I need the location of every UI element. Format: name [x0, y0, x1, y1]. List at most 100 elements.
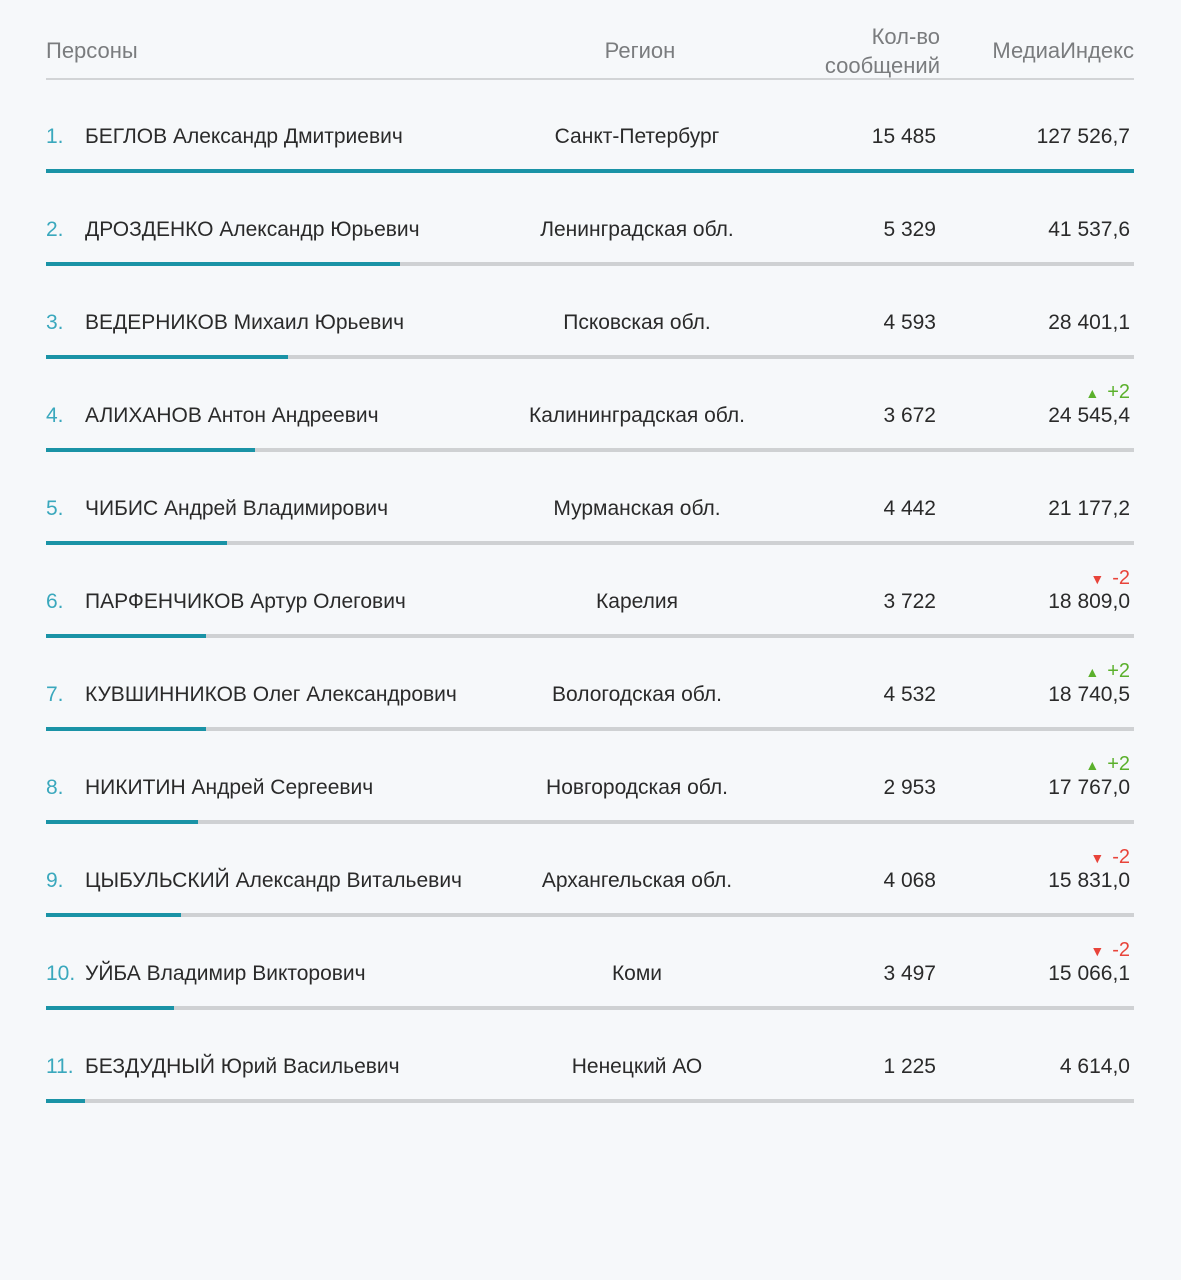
media-index-value: 15 831,0: [1048, 869, 1130, 892]
media-index-bar-fill: [46, 448, 256, 452]
table-row[interactable]: 10. УЙБА Владимир Викторович Коми 3 497 …: [46, 917, 1134, 1010]
rank-number: 9.: [46, 869, 64, 892]
region: Коми: [611, 962, 663, 985]
rank-number: 7.: [46, 683, 64, 706]
media-index-value: 4 614,0: [1059, 1055, 1130, 1078]
table-body: 1. БЕГЛОВ Александр Дмитриевич Санкт-Пет…: [46, 80, 1134, 1103]
person-name[interactable]: НИКИТИН Андрей Сергеевич: [85, 776, 374, 799]
rank-number: 2.: [46, 218, 64, 241]
person-name[interactable]: ЧИБИС Андрей Владимирович: [85, 497, 389, 520]
media-index: 28 401,1: [936, 308, 1130, 338]
rank-change: -2: [1112, 939, 1130, 961]
media-index-bar: [46, 1099, 1134, 1103]
media-index-value: 15 066,1: [1048, 962, 1130, 985]
rank-number: 1.: [46, 125, 64, 148]
table-row[interactable]: 3. ВЕДЕРНИКОВ Михаил Юрьевич Псковская о…: [46, 266, 1134, 359]
region: Ленинградская обл.: [540, 218, 734, 241]
person-name[interactable]: ПАРФЕНЧИКОВ Артур Олегович: [85, 590, 406, 613]
person-name[interactable]: ДРОЗДЕНКО Александр Юрьевич: [85, 218, 420, 241]
media-index-bar: [46, 262, 1134, 266]
person-name[interactable]: ВЕДЕРНИКОВ Михаил Юрьевич: [85, 311, 405, 334]
media-index-value: 17 767,0: [1048, 776, 1130, 799]
header-media-index[interactable]: МедиаИндекс: [992, 38, 1134, 63]
message-count: 4 442: [883, 497, 936, 520]
table-row[interactable]: 8. НИКИТИН Андрей Сергеевич Новгородская…: [46, 731, 1134, 824]
media-index-value: 127 526,7: [1036, 125, 1130, 148]
rank-change-badge: ▲ +2: [1085, 377, 1130, 408]
media-index-bar: [46, 913, 1134, 917]
triangle-down-icon: ▼: [1090, 850, 1105, 866]
person-name[interactable]: ЦЫБУЛЬСКИЙ Александр Витальевич: [85, 869, 462, 892]
media-index: ▼ -2 15 831,0: [936, 846, 1130, 896]
media-index-value: 18 740,5: [1048, 683, 1130, 706]
message-count: 1 225: [883, 1055, 936, 1078]
media-index-bar-fill: [46, 1099, 86, 1103]
table-row[interactable]: 5. ЧИБИС Андрей Владимирович Мурманская …: [46, 452, 1134, 545]
triangle-up-icon: ▲: [1085, 385, 1100, 401]
person-name[interactable]: УЙБА Владимир Викторович: [85, 962, 366, 985]
rank-change: +2: [1107, 753, 1130, 775]
rank-change: +2: [1107, 381, 1130, 403]
region: Архангельская обл.: [541, 869, 733, 892]
region: Карелия: [596, 590, 678, 613]
header-region[interactable]: Регион: [604, 38, 676, 63]
media-index-value: 21 177,2: [1048, 497, 1130, 520]
table-row[interactable]: 1. БЕГЛОВ Александр Дмитриевич Санкт-Пет…: [46, 80, 1134, 173]
person-name[interactable]: БЕГЛОВ Александр Дмитриевич: [85, 125, 403, 148]
message-count: 5 329: [883, 218, 936, 241]
rank-number: 4.: [46, 404, 64, 427]
media-index: ▼ -2 18 809,0: [936, 567, 1130, 617]
table-header: Персоны Регион Кол-во сообщений МедиаИнде…: [46, 0, 1134, 80]
region: Санкт-Петербург: [554, 125, 720, 148]
rank-number: 8.: [46, 776, 64, 799]
header-count[interactable]: Кол-во сообщений: [740, 22, 940, 80]
message-count: 4 532: [883, 683, 936, 706]
message-count: 2 953: [883, 776, 936, 799]
table-row[interactable]: 6. ПАРФЕНЧИКОВ Артур Олегович Карелия 3 …: [46, 545, 1134, 638]
message-count: 3 497: [883, 962, 936, 985]
media-index-bar: [46, 355, 1134, 359]
media-index-value: 18 809,0: [1048, 590, 1130, 613]
message-count: 4 068: [883, 869, 936, 892]
media-index-value: 28 401,1: [1048, 311, 1130, 334]
person-name[interactable]: БЕЗДУДНЫЙ Юрий Васильевич: [85, 1055, 400, 1078]
rank-change-badge: ▼ -2: [1090, 842, 1130, 873]
media-index-value: 24 545,4: [1048, 404, 1130, 427]
media-index-bar: [46, 541, 1134, 545]
media-index-bar: [46, 1006, 1134, 1010]
header-persons[interactable]: Персоны: [46, 38, 138, 63]
rank-change-badge: ▲ +2: [1085, 749, 1130, 780]
media-index: ▲ +2 18 740,5: [936, 660, 1130, 710]
triangle-down-icon: ▼: [1090, 943, 1105, 959]
rank-number: 5.: [46, 497, 64, 520]
media-index: ▲ +2 24 545,4: [936, 381, 1130, 431]
triangle-down-icon: ▼: [1090, 571, 1105, 587]
media-index: 21 177,2: [936, 494, 1130, 524]
rank-number: 10.: [46, 962, 76, 985]
media-index-bar-fill: [46, 820, 198, 824]
table-row[interactable]: 7. КУВШИННИКОВ Олег Александрович Волого…: [46, 638, 1134, 731]
table-row[interactable]: 11. БЕЗДУДНЫЙ Юрий Васильевич Ненецкий А…: [46, 1010, 1134, 1103]
rank-number: 6.: [46, 590, 64, 613]
media-index-bar-fill: [46, 541, 227, 545]
rank-number: 3.: [46, 311, 64, 334]
person-name[interactable]: АЛИХАНОВ Антон Андреевич: [85, 404, 379, 427]
triangle-up-icon: ▲: [1085, 757, 1100, 773]
rank-change-badge: ▼ -2: [1090, 563, 1130, 594]
media-index-bar-fill: [46, 913, 182, 917]
table-row[interactable]: 2. ДРОЗДЕНКО Александр Юрьевич Ленинград…: [46, 173, 1134, 266]
media-index-bar: [46, 634, 1134, 638]
ranking-table: Персоны Регион Кол-во сообщений МедиаИнде…: [46, 0, 1134, 1103]
rank-change-badge: ▼ -2: [1090, 935, 1130, 966]
header-count-line1: Кол-во: [871, 24, 940, 49]
header-count-line2: сообщений: [824, 53, 940, 78]
media-index: ▼ -2 15 066,1: [936, 939, 1130, 989]
person-name[interactable]: КУВШИННИКОВ Олег Александрович: [85, 683, 457, 706]
table-row[interactable]: 4. АЛИХАНОВ Антон Андреевич Калининградс…: [46, 359, 1134, 452]
region: Вологодская обл.: [552, 683, 722, 706]
region: Ненецкий АО: [571, 1055, 703, 1078]
table-row[interactable]: 9. ЦЫБУЛЬСКИЙ Александр Витальевич Архан…: [46, 824, 1134, 917]
region: Мурманская обл.: [553, 497, 721, 520]
region: Псковская обл.: [563, 311, 711, 334]
rank-change-badge: ▲ +2: [1085, 656, 1130, 687]
